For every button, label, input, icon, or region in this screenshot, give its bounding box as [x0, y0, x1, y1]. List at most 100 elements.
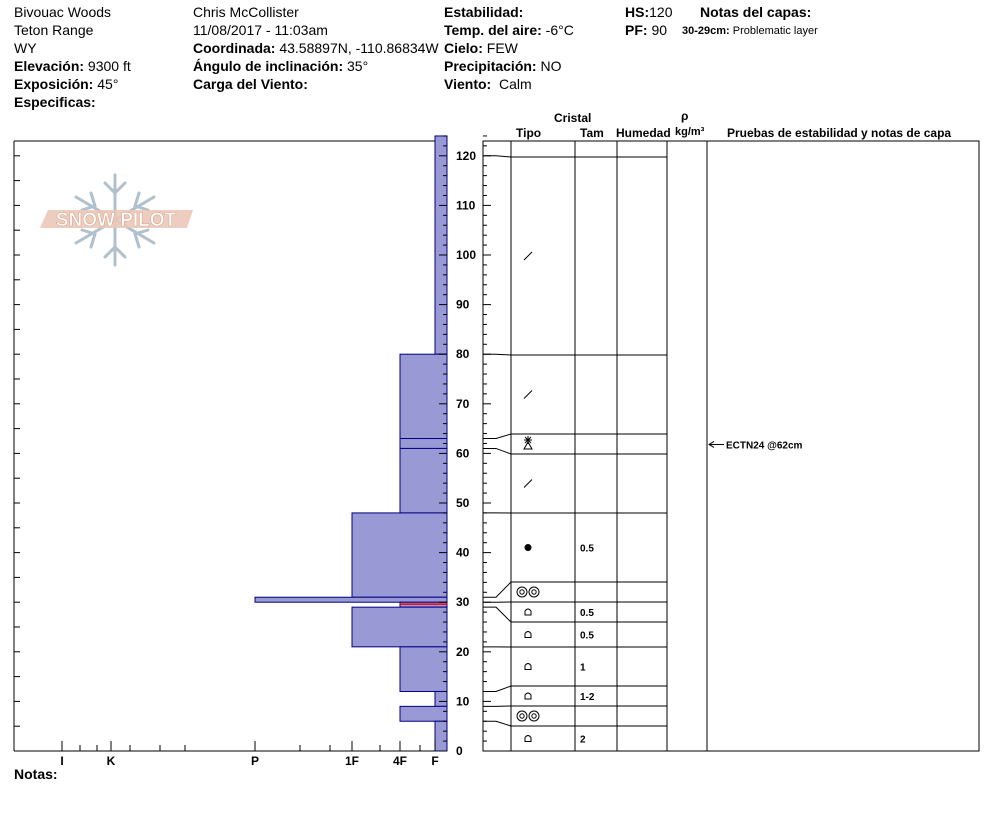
observer-name: Chris McCollister [193, 4, 299, 20]
wind-row: Viento: Calm [444, 76, 532, 92]
grain-size-label: 0.5 [580, 631, 594, 642]
rho-header: ρ [681, 109, 689, 123]
depth-tick-label: 70 [456, 397, 470, 411]
grain-size-label: 2 [580, 735, 586, 746]
layer-connector [483, 606, 512, 623]
wind-load-label: Carga del Viento: [193, 76, 308, 92]
air-temp-value: -6°C [545, 22, 574, 38]
elevation-row: Elevación: 9300 ft [14, 58, 131, 74]
grain-type-icon [523, 251, 533, 261]
sky-label: Cielo: [444, 40, 483, 56]
grain-type-icon [523, 390, 533, 399]
depth-tick-label: 30 [456, 595, 470, 609]
hardness-bar [399, 353, 448, 440]
layer-note: 30-29cm: Problematic layer [682, 23, 818, 39]
hardness-bar [434, 720, 448, 752]
grain-type-icon [524, 663, 532, 670]
hs-row: HS:120 [625, 4, 672, 20]
layer-connector [483, 433, 512, 440]
elevation-value: 9300 ft [87, 58, 131, 74]
hardness-tick-label: I [60, 754, 63, 768]
pf-value: 90 [651, 22, 668, 38]
size-header: Tam [580, 126, 604, 140]
slope-row: Ángulo de inclinación: 35° [193, 58, 368, 74]
notes-label: Notas: [14, 766, 58, 782]
grain-size-label: 1 [580, 663, 586, 674]
depth-tick-label: 10 [456, 694, 470, 708]
depth-tick-label: 40 [456, 546, 470, 560]
depth-tick-label: 60 [456, 446, 470, 460]
layer-notes-label: Notas del capas: [700, 4, 812, 20]
depth-tick-label: 50 [456, 496, 470, 510]
hardness-bars [254, 135, 448, 752]
grain-size-label: 1-2 [580, 692, 595, 703]
sky-row: Cielo: FEW [444, 40, 518, 56]
hs-label: HS: [625, 4, 650, 20]
grain-type-icon [516, 710, 540, 722]
slope-label: Ángulo de inclinación: [193, 58, 344, 74]
observation-datetime: 11/08/2017 - 11:03am [193, 22, 328, 38]
test-arrowhead [708, 441, 715, 448]
hardness-bar [399, 447, 448, 514]
depth-tick-label: 0 [456, 744, 463, 758]
hardness-bar [434, 690, 448, 707]
layer-connector [483, 720, 512, 727]
aspect-row: Exposición: 45° [14, 76, 118, 92]
specifics-label: Especificas: [14, 94, 96, 110]
state: WY [14, 40, 37, 56]
grain-type-icon [524, 735, 532, 742]
elevation-label: Elevación: [14, 58, 85, 74]
grain-type-icon [523, 479, 533, 488]
hardness-tick-label: F [431, 754, 438, 768]
grain-type-icon [523, 436, 533, 450]
tests-header: Pruebas de estabilidad y notas de capa [727, 126, 952, 140]
air-temp-label: Temp. del aire: [444, 22, 542, 38]
pf-row: PF: 90 [625, 22, 667, 38]
grain-size-label: 0.5 [580, 544, 594, 555]
pf-label: PF: [625, 22, 648, 38]
hardness-tick-label: 4F [393, 754, 407, 768]
aspect-label: Exposición: [14, 76, 94, 92]
moisture-header: Humedad [616, 126, 671, 140]
hardness-bar [399, 646, 448, 692]
coordinate-value: 43.58897N, -110.86834W [279, 40, 439, 56]
layer-connector [483, 353, 512, 356]
depth-tick-label: 110 [456, 198, 476, 212]
layer-connector [483, 155, 512, 158]
stability-tests: ECTN24 @62cm [708, 440, 803, 451]
air-temp-row: Temp. del aire: -6°C [444, 22, 574, 38]
hardness-bar [399, 438, 448, 449]
stability-test-label: ECTN24 @62cm [726, 440, 803, 451]
coordinate-label: Coordinada: [193, 40, 276, 56]
hardness-tick-label: K [107, 754, 116, 768]
grain-type-icon [516, 586, 540, 598]
hardness-tick-label: P [251, 754, 259, 768]
location-name: Bivouac Woods [14, 4, 112, 20]
hardness-bar [254, 596, 448, 603]
depth-tick-label: 20 [456, 645, 470, 659]
precip-value: NO [540, 58, 562, 74]
depth-tick-label: 80 [456, 347, 470, 361]
wind-value: Calm [498, 76, 532, 92]
hs-value: 120 [649, 4, 673, 20]
depth-tick-label: 120 [456, 149, 476, 163]
layer-connector [483, 685, 512, 692]
density-unit-header: kg/m³ [675, 126, 705, 138]
depth-tick-label: 90 [456, 298, 470, 312]
grain-type-icon [524, 544, 532, 551]
aspect-value: 45° [97, 76, 119, 92]
crystal-header: Cristal [554, 111, 592, 125]
type-header: Tipo [516, 126, 542, 140]
layer-note-depth: 30-29cm: [682, 25, 730, 37]
wind-label: Viento: [444, 76, 492, 92]
hardness-bar [351, 512, 448, 598]
coordinate-row: Coordinada: 43.58897N, -110.86834W [193, 40, 439, 56]
grain-size-label: 0.5 [580, 608, 594, 619]
hardness-bar [399, 705, 448, 722]
layer-table: 0.5 0.5 0.5 1 1-2 2 [483, 155, 667, 746]
slope-value: 35° [347, 58, 369, 74]
layer-connector [483, 581, 512, 598]
sky-value: FEW [486, 40, 518, 56]
grain-type-icon [524, 692, 532, 700]
grain-type-icon [524, 608, 532, 616]
